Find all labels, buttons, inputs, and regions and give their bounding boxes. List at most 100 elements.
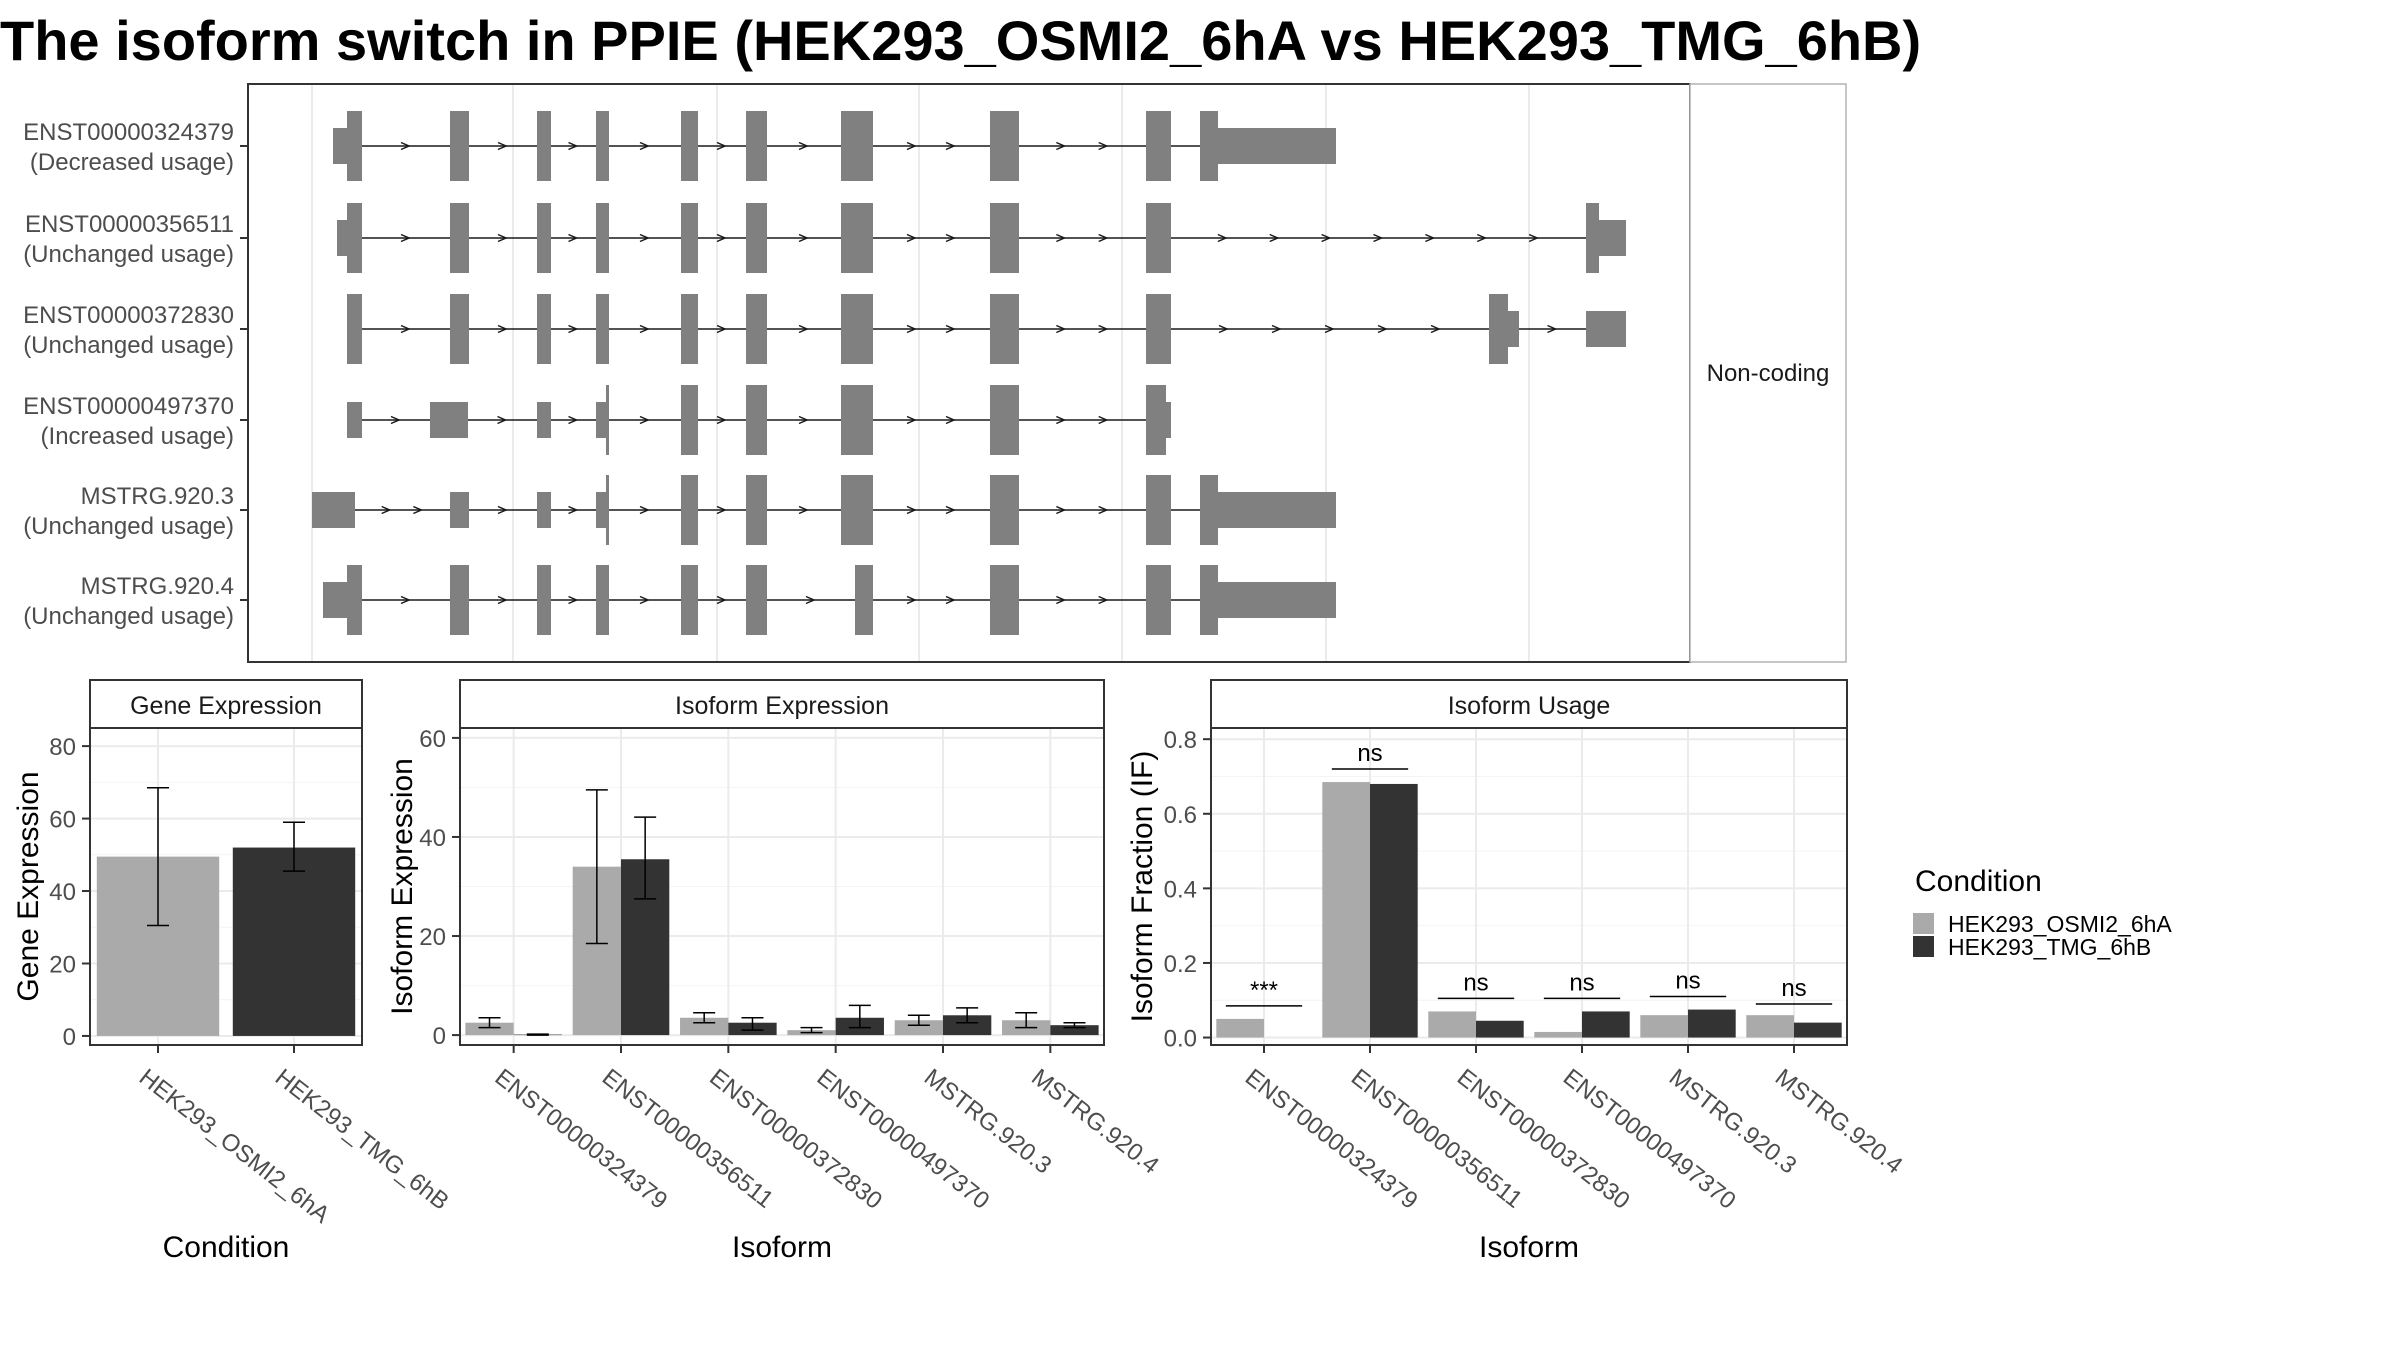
- bar: [1322, 782, 1370, 1038]
- intron-arrow: [798, 415, 809, 425]
- transcript-label-id: ENST00000497370: [23, 393, 234, 420]
- intron-arrow: [390, 415, 401, 425]
- intron-arrow: [639, 505, 650, 515]
- bar: [1216, 1018, 1264, 1038]
- transcript-label-id: ENST00000324379: [23, 119, 234, 146]
- intron-arrow: [906, 141, 917, 151]
- intron-arrow: [945, 233, 956, 243]
- exon-block: [537, 111, 551, 181]
- intron-arrow: [1271, 324, 1282, 334]
- y-tick-label: 40: [49, 879, 76, 906]
- intron-arrow: [1098, 595, 1109, 605]
- significance-label: ns: [1357, 740, 1382, 767]
- intron-arrow: [497, 415, 508, 425]
- exon-block: [1146, 385, 1166, 455]
- x-tick-label: ENST00000497370: [812, 1064, 995, 1215]
- exon-block: [990, 565, 1019, 635]
- exon-block: [841, 385, 873, 455]
- intron-arrow: [639, 233, 650, 243]
- exon-block: [990, 111, 1019, 181]
- significance-label: ns: [1675, 968, 1700, 995]
- bar: [1688, 1009, 1736, 1038]
- intron-arrow: [945, 324, 956, 334]
- intron-arrow: [497, 324, 508, 334]
- exon-block: [1146, 475, 1171, 545]
- facet-strip: [1210, 679, 1848, 729]
- exon-block: [1146, 565, 1171, 635]
- intron-arrow: [1056, 595, 1067, 605]
- bar: [1476, 1020, 1524, 1038]
- exon-block: [681, 565, 698, 635]
- y-tick-label: 0: [433, 1023, 446, 1050]
- exon-block: [681, 203, 698, 273]
- intron-arrow: [1377, 324, 1388, 334]
- intron-arrow: [639, 324, 650, 334]
- exon-block: [450, 111, 469, 181]
- y-axis-title: Isoform Fraction (IF): [1126, 751, 1159, 1023]
- exon-block: [681, 111, 698, 181]
- intron-arrow: [568, 324, 579, 334]
- significance-label: ns: [1569, 969, 1594, 996]
- intron-arrow: [1056, 415, 1067, 425]
- y-tick-label: 80: [49, 734, 76, 761]
- exon-block: [347, 111, 362, 181]
- transcript-label-usage: (Unchanged usage): [23, 332, 234, 359]
- intron-arrow: [381, 505, 392, 515]
- exon-block: [1200, 475, 1218, 545]
- exon-block: [990, 294, 1019, 364]
- exon-block: [537, 492, 551, 528]
- intron-arrow: [1476, 233, 1488, 243]
- intron-arrow: [568, 141, 579, 151]
- exon-block: [450, 492, 469, 528]
- intron-arrow: [716, 141, 727, 151]
- facet-strip-title: Isoform Usage: [1448, 692, 1611, 720]
- intron-arrow: [906, 324, 917, 334]
- facet-strip: [459, 679, 1105, 729]
- exon-block: [746, 385, 767, 455]
- intron-arrow: [805, 595, 816, 605]
- intron-arrow: [798, 233, 809, 243]
- exon-block: [596, 565, 609, 635]
- legend-label: HEK293_TMG_6hB: [1948, 934, 2151, 960]
- x-tick-label: ENST00000356511: [1346, 1064, 1527, 1214]
- exon-block: [841, 203, 873, 273]
- intron-arrow: [568, 595, 579, 605]
- exon-block: [450, 203, 469, 273]
- exon-block: [337, 220, 350, 256]
- bar: [1746, 1015, 1794, 1038]
- exon-block: [681, 475, 698, 545]
- bar: [465, 1022, 514, 1036]
- exon-block: [333, 128, 349, 164]
- intron-arrow: [945, 595, 956, 605]
- exon-block: [841, 294, 873, 364]
- y-tick-label: 0.0: [1164, 1026, 1197, 1053]
- intron-arrow: [798, 505, 809, 515]
- intron-arrow: [906, 233, 917, 243]
- intron-arrow: [497, 233, 508, 243]
- exon-block: [990, 203, 1019, 273]
- exon-block: [1146, 294, 1171, 364]
- bar: [1582, 1011, 1630, 1038]
- transcript-label-id: MSTRG.920.4: [81, 573, 234, 600]
- exon-block: [746, 203, 767, 273]
- y-tick-label: 60: [419, 726, 446, 753]
- exon-block: [1200, 565, 1218, 635]
- exon-block: [681, 385, 698, 455]
- intron-arrow: [568, 505, 579, 515]
- intron-arrow: [400, 324, 411, 334]
- y-tick-label: 0.2: [1164, 951, 1197, 978]
- significance-label: ***: [1250, 977, 1278, 1004]
- transcript-label-id: ENST00000372830: [23, 302, 234, 329]
- exon-block: [537, 402, 551, 438]
- intron-arrow: [798, 324, 809, 334]
- transcript-facet-label: Non-coding: [1707, 360, 1830, 387]
- legend-swatch: [1913, 936, 1934, 957]
- transcript-label-id: MSTRG.920.3: [81, 483, 234, 510]
- y-tick-label: 20: [49, 951, 76, 978]
- intron-arrow: [639, 415, 650, 425]
- intron-arrow: [1217, 233, 1228, 243]
- exon-block: [596, 294, 609, 364]
- intron-arrow: [906, 595, 917, 605]
- intron-arrow: [1373, 233, 1384, 243]
- legend-swatch: [1913, 913, 1934, 934]
